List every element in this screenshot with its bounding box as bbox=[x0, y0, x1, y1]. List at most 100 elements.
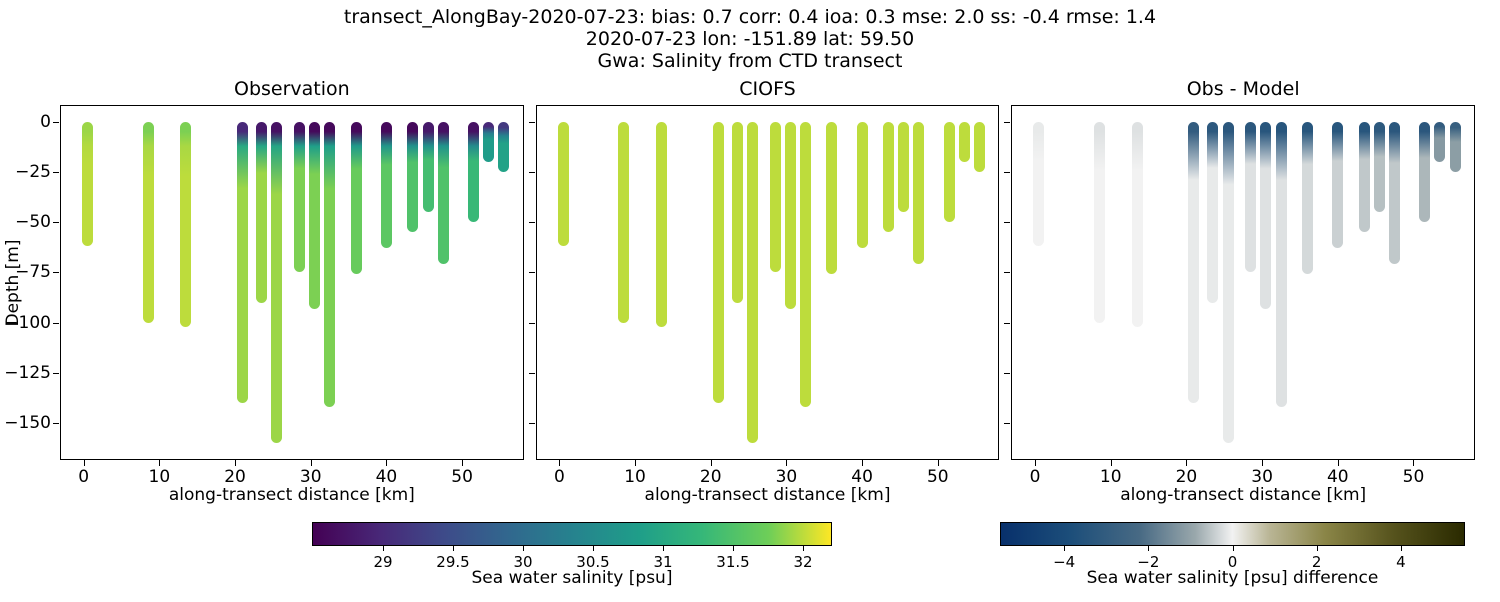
y-tick bbox=[1004, 122, 1010, 123]
colorbar-tick bbox=[523, 545, 524, 551]
title-line-3: Gwa: Salinity from CTD transect bbox=[0, 50, 1500, 72]
ctd-profile bbox=[1374, 122, 1385, 212]
x-tick-label: 0 bbox=[1030, 467, 1041, 487]
y-tick bbox=[529, 323, 535, 324]
ctd-profile bbox=[143, 122, 154, 323]
ctd-profile bbox=[656, 122, 667, 327]
y-tick-label: −75 bbox=[15, 262, 51, 282]
title-line-1: transect_AlongBay-2020-07-23: bias: 0.7 … bbox=[0, 6, 1500, 28]
y-tick bbox=[53, 423, 59, 424]
x-tick-label: 40 bbox=[376, 467, 398, 487]
ctd-profile bbox=[1223, 122, 1234, 443]
ctd-profile bbox=[826, 122, 837, 274]
x-tick bbox=[1186, 460, 1187, 466]
y-tick bbox=[53, 272, 59, 273]
ctd-profile bbox=[883, 122, 894, 232]
ctd-profile bbox=[1332, 122, 1343, 248]
ctd-profile bbox=[351, 122, 362, 274]
x-axis-label: along-transect distance [km] bbox=[537, 485, 999, 505]
x-tick-label: 30 bbox=[1251, 467, 1273, 487]
x-tick-label: 10 bbox=[1100, 467, 1122, 487]
y-tick-label: −50 bbox=[15, 212, 51, 232]
panels-row: Observation Depth [m] along-transect dis… bbox=[60, 105, 1475, 460]
title-line-2: 2020-07-23 lon: -151.89 lat: 59.50 bbox=[0, 28, 1500, 50]
ctd-profile bbox=[180, 122, 191, 327]
colorbar-tick bbox=[1148, 545, 1149, 551]
x-tick-label: 20 bbox=[224, 467, 246, 487]
colorbar-diff: −4−2024 Sea water salinity [psu] differen… bbox=[1000, 522, 1465, 602]
ctd-profile bbox=[498, 122, 509, 172]
x-tick-label: 30 bbox=[300, 467, 322, 487]
ctd-profile bbox=[898, 122, 909, 212]
y-tick bbox=[53, 373, 59, 374]
x-tick-label: 50 bbox=[1403, 467, 1425, 487]
y-tick bbox=[1004, 172, 1010, 173]
ctd-profile bbox=[747, 122, 758, 443]
y-tick bbox=[529, 272, 535, 273]
x-tick bbox=[559, 460, 560, 466]
ctd-profile bbox=[1276, 122, 1287, 407]
y-tick bbox=[529, 122, 535, 123]
y-tick-label: −25 bbox=[15, 162, 51, 182]
y-tick bbox=[529, 172, 535, 173]
ctd-profile bbox=[1094, 122, 1105, 323]
ctd-profile bbox=[1450, 122, 1461, 172]
colorbar-gradient: −4−2024 bbox=[1000, 522, 1465, 546]
y-tick-label: 0 bbox=[40, 112, 51, 132]
ctd-profile bbox=[1302, 122, 1313, 274]
y-tick bbox=[1004, 323, 1010, 324]
ctd-profile bbox=[558, 122, 569, 246]
y-tick bbox=[1004, 272, 1010, 273]
x-tick-label: 30 bbox=[776, 467, 798, 487]
y-tick bbox=[53, 172, 59, 173]
y-tick bbox=[529, 423, 535, 424]
x-tick bbox=[462, 460, 463, 466]
panel-diff: Obs - Model along-transect distance [km]… bbox=[1011, 105, 1475, 460]
x-tick bbox=[386, 460, 387, 466]
y-tick bbox=[529, 222, 535, 223]
y-tick-label: −150 bbox=[4, 413, 51, 433]
x-axis-label: along-transect distance [km] bbox=[61, 485, 523, 505]
colorbar-salinity: 2929.53030.53131.532 Sea water salinity [… bbox=[312, 522, 832, 602]
y-tick bbox=[53, 222, 59, 223]
ctd-profile bbox=[1188, 122, 1199, 403]
x-axis-label: along-transect distance [km] bbox=[1012, 485, 1474, 505]
x-tick-label: 0 bbox=[78, 467, 89, 487]
figure-title: transect_AlongBay-2020-07-23: bias: 0.7 … bbox=[0, 6, 1500, 72]
ctd-profile bbox=[1389, 122, 1400, 264]
y-tick-label: −100 bbox=[4, 313, 51, 333]
x-tick-label: 40 bbox=[1327, 467, 1349, 487]
ctd-profile bbox=[1434, 122, 1445, 162]
panel-ciofs: CIOFS along-transect distance [km] 01020… bbox=[536, 105, 1000, 460]
ctd-profile bbox=[324, 122, 335, 407]
ctd-profile bbox=[483, 122, 494, 162]
ctd-profile bbox=[732, 122, 743, 303]
colorbar-label: Sea water salinity [psu] difference bbox=[1000, 568, 1465, 588]
colorbar-gradient: 2929.53030.53131.532 bbox=[312, 522, 832, 546]
x-tick bbox=[635, 460, 636, 466]
ctd-profile bbox=[770, 122, 781, 272]
x-tick bbox=[938, 460, 939, 466]
x-tick bbox=[84, 460, 85, 466]
ctd-profile bbox=[713, 122, 724, 403]
colorbar-tick bbox=[1233, 545, 1234, 551]
x-tick bbox=[1111, 460, 1112, 466]
x-tick-label: 20 bbox=[700, 467, 722, 487]
colorbar-tick bbox=[1401, 545, 1402, 551]
x-tick bbox=[1413, 460, 1414, 466]
y-tick bbox=[53, 323, 59, 324]
colorbar-tick bbox=[383, 545, 384, 551]
x-tick-label: 50 bbox=[451, 467, 473, 487]
ctd-profile bbox=[857, 122, 868, 248]
ctd-profile bbox=[1260, 122, 1271, 309]
y-tick-label: −125 bbox=[4, 363, 51, 383]
ctd-profile bbox=[423, 122, 434, 212]
ctd-profile bbox=[256, 122, 267, 303]
ctd-profile bbox=[944, 122, 955, 222]
y-tick bbox=[53, 122, 59, 123]
panel-title: Obs - Model bbox=[1012, 78, 1474, 100]
colorbar-label: Sea water salinity [psu] bbox=[312, 568, 832, 588]
colorbar-tick bbox=[1064, 545, 1065, 551]
ctd-profile bbox=[438, 122, 449, 264]
x-tick bbox=[159, 460, 160, 466]
